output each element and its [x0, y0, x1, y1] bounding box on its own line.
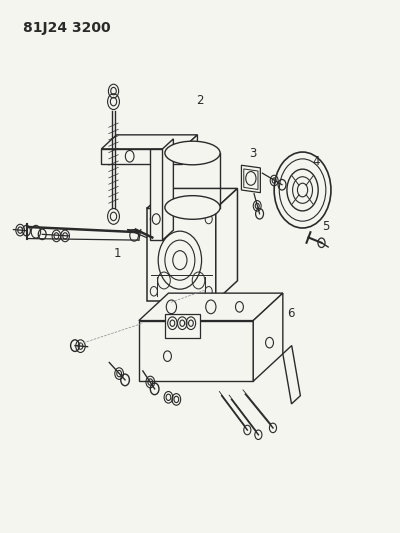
Polygon shape — [164, 314, 200, 338]
Polygon shape — [147, 208, 216, 301]
Text: 5: 5 — [322, 221, 330, 233]
Polygon shape — [253, 293, 283, 381]
Text: 1: 1 — [114, 247, 121, 260]
Polygon shape — [162, 139, 173, 240]
Polygon shape — [139, 320, 253, 381]
Text: 2: 2 — [196, 94, 204, 107]
Text: 6: 6 — [287, 308, 294, 320]
Ellipse shape — [165, 196, 220, 219]
Polygon shape — [244, 169, 258, 190]
Polygon shape — [150, 149, 162, 240]
Text: 3: 3 — [250, 147, 257, 159]
Text: 81J24 3200: 81J24 3200 — [22, 21, 110, 35]
Polygon shape — [101, 149, 182, 164]
Polygon shape — [147, 189, 238, 208]
Polygon shape — [283, 345, 300, 404]
Polygon shape — [242, 165, 260, 192]
Text: 4: 4 — [313, 155, 320, 167]
Polygon shape — [182, 135, 198, 164]
Polygon shape — [139, 293, 283, 320]
Polygon shape — [216, 189, 238, 301]
Polygon shape — [101, 135, 198, 149]
Ellipse shape — [165, 141, 220, 165]
